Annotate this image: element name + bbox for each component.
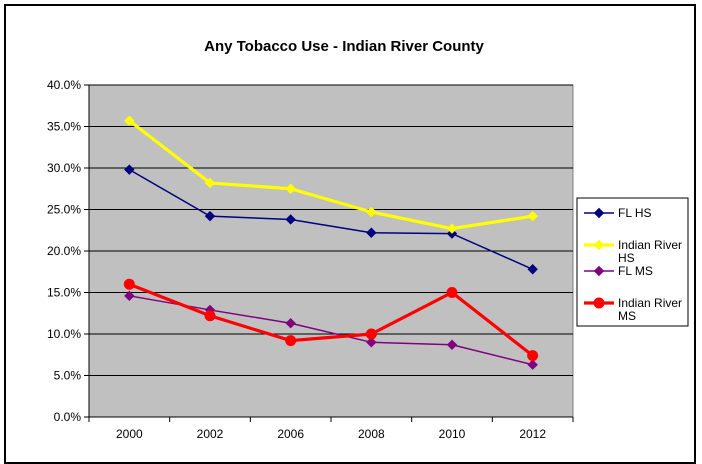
x-tick-label: 2010 <box>439 427 466 441</box>
y-tick-label: 10.0% <box>47 327 81 341</box>
data-point-fl-hs <box>124 164 135 175</box>
legend-label-indian-river-hs: HS <box>618 251 635 265</box>
data-point-indian-river-hs <box>285 183 296 194</box>
x-tick-label: 2008 <box>358 427 385 441</box>
data-point-fl-hs <box>366 227 377 238</box>
data-point-fl-ms <box>446 339 458 350</box>
series-line-fl-hs <box>128 169 533 270</box>
series-line-indian-river-hs <box>128 119 533 231</box>
x-tick-label: 2006 <box>277 427 304 441</box>
legend-label-indian-river-ms: MS <box>618 309 636 323</box>
x-tick-label: 2002 <box>197 427 224 441</box>
data-point-indian-river-hs <box>124 115 135 126</box>
data-point-indian-river-hs <box>446 223 458 234</box>
series-line-fl-ms <box>129 295 533 366</box>
y-tick-label: 25.0% <box>47 203 81 217</box>
x-tick-label: 2000 <box>116 427 143 441</box>
legend-label-fl-ms: FL MS <box>618 264 653 278</box>
y-tick-label: 0.0% <box>54 410 82 424</box>
data-point-fl-hs <box>204 210 216 222</box>
data-point-fl-hs <box>285 214 296 225</box>
data-point-fl-ms <box>285 318 296 329</box>
legend-label-indian-river-hs: Indian River <box>618 238 682 252</box>
x-tick-label: 2012 <box>519 427 546 441</box>
legend-marker-indian-river-ms <box>593 297 605 309</box>
data-point-indian-river-ms <box>123 278 135 290</box>
data-point-fl-hs <box>527 264 538 275</box>
data-point-indian-river-hs <box>527 210 538 222</box>
y-tick-label: 5.0% <box>54 369 82 383</box>
data-point-indian-river-ms <box>527 350 539 362</box>
data-point-fl-ms <box>124 290 135 302</box>
y-tick-label: 30.0% <box>47 161 81 175</box>
chart-title: Any Tobacco Use - Indian River County <box>204 38 484 55</box>
y-tick-label: 40.0% <box>47 78 81 92</box>
legend-marker-fl-hs <box>593 207 605 219</box>
data-point-indian-river-ms <box>285 335 297 347</box>
data-point-indian-river-hs <box>366 206 377 218</box>
y-tick-label: 35.0% <box>47 120 81 134</box>
y-tick-label: 15.0% <box>47 286 81 300</box>
y-tick-label: 20.0% <box>47 244 81 258</box>
series-line-indian-river-ms <box>128 282 534 357</box>
legend-label-indian-river-ms: Indian River <box>618 296 682 310</box>
data-point-indian-river-ms <box>204 310 216 322</box>
legend-label-fl-hs: FL HS <box>618 206 652 220</box>
data-point-indian-river-ms <box>365 328 377 340</box>
data-point-fl-ms <box>366 337 377 348</box>
legend-marker-fl-ms <box>593 265 605 277</box>
data-point-indian-river-ms <box>446 287 458 298</box>
legend-marker-indian-river-hs <box>593 239 605 251</box>
data-point-indian-river-hs <box>204 177 216 189</box>
data-point-fl-ms <box>527 359 538 370</box>
